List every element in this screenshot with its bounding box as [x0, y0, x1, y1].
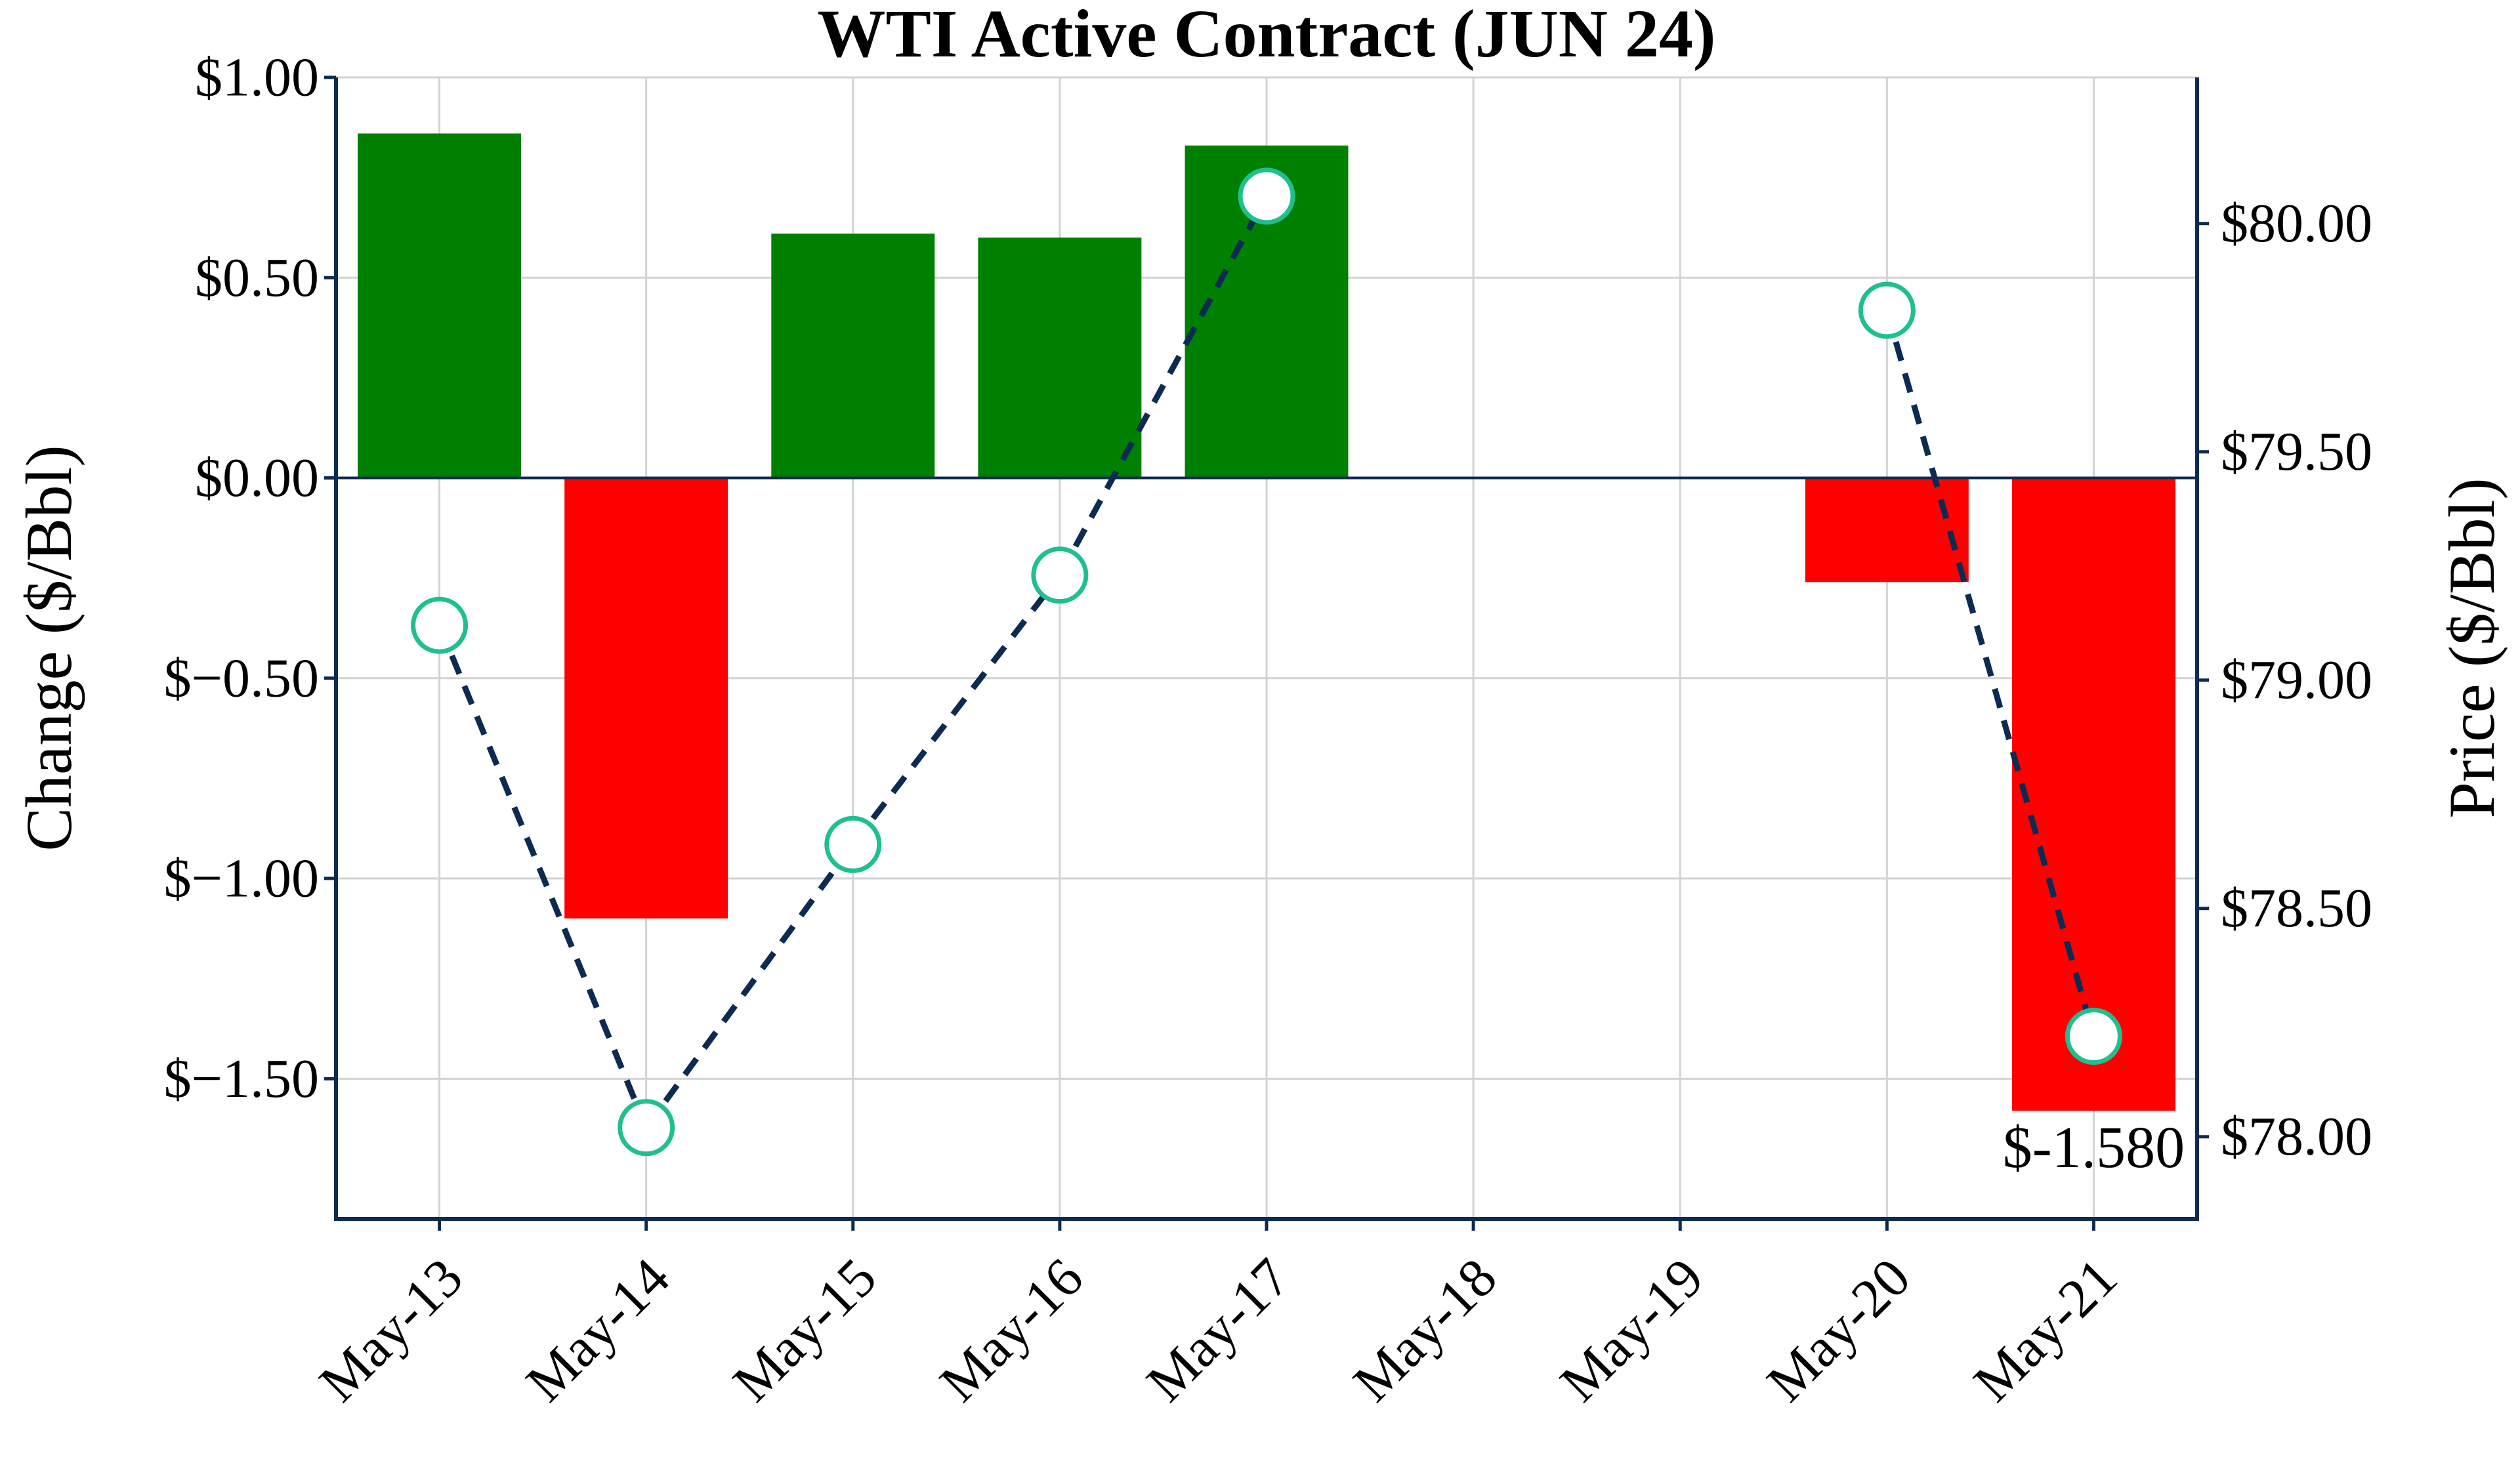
left-tick-label: $−0.50: [164, 648, 319, 709]
bar-series: [358, 133, 2175, 1111]
left-tick-label: $0.00: [195, 447, 319, 508]
price-point: [1858, 281, 1916, 339]
axes: [324, 75, 2209, 1231]
x-tick-label: May-14: [514, 1247, 681, 1414]
x-tick-label: May-21: [1962, 1247, 2129, 1414]
x-tick-label: May-13: [308, 1247, 474, 1414]
right-tick-label: $80.00: [2221, 193, 2372, 254]
price-point: [1031, 546, 1089, 604]
right-axis-label: Price ($/Bbl): [2435, 478, 2508, 818]
chart-title: WTI Active Contract (JUN 24): [817, 0, 1715, 72]
change-bar: [1805, 478, 1969, 583]
price-point: [618, 1099, 675, 1157]
price-line-segment: [1057, 194, 1269, 577]
price-point: [2065, 1008, 2122, 1065]
price-point: [824, 815, 882, 873]
x-tick-label: May-20: [1755, 1247, 1922, 1414]
left-tick-label: $1.00: [195, 47, 319, 108]
left-tick-label: $−1.50: [164, 1048, 319, 1109]
price-point: [1238, 167, 1295, 225]
change-bar: [564, 478, 728, 919]
left-tick-label: $−1.00: [164, 848, 319, 909]
price-line-segment: [436, 624, 649, 1129]
price-line-segment: [850, 573, 1062, 847]
price-point: [411, 596, 469, 654]
bar-value-label: $-1.580: [2003, 1115, 2185, 1180]
x-tick-label: May-18: [1342, 1247, 1509, 1414]
change-bar: [2011, 478, 2175, 1111]
change-bar: [771, 234, 935, 478]
price-line-segment: [1884, 309, 2097, 1037]
right-tick-label: $78.00: [2221, 1106, 2372, 1167]
right-tick-label: $79.00: [2221, 649, 2372, 710]
change-bar: [358, 133, 522, 478]
right-tick-label: $78.50: [2221, 878, 2372, 939]
x-tick-label: May-15: [721, 1247, 888, 1414]
x-tick-label: May-16: [929, 1247, 1095, 1414]
price-line-segment: [644, 842, 856, 1130]
right-tick-label: $79.50: [2221, 421, 2372, 482]
x-tick-label: May-19: [1549, 1247, 1715, 1414]
left-axis-label: Change ($/Bbl): [12, 445, 85, 851]
x-tick-label: May-17: [1135, 1247, 1302, 1414]
change-bar: [978, 237, 1142, 478]
left-tick-label: $0.50: [195, 247, 319, 308]
price-line-series: [411, 167, 2122, 1157]
